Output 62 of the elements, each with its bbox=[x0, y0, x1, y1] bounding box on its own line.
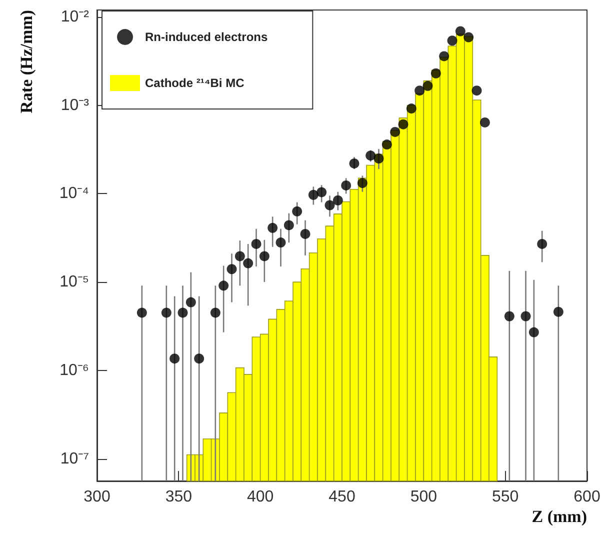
point bbox=[316, 187, 327, 198]
point bbox=[520, 311, 531, 322]
point bbox=[186, 297, 196, 308]
x-tick-label: 400 bbox=[246, 488, 274, 506]
point bbox=[480, 117, 490, 128]
y-tick-label: 10⁻⁷ bbox=[60, 450, 90, 468]
point bbox=[374, 154, 384, 164]
y-tick-label: 10⁻⁴ bbox=[59, 185, 90, 202]
point bbox=[292, 206, 302, 216]
point bbox=[366, 150, 376, 161]
point bbox=[528, 327, 539, 338]
point bbox=[243, 258, 254, 268]
point bbox=[414, 86, 425, 96]
point bbox=[178, 308, 188, 318]
point bbox=[170, 354, 180, 364]
legend-label: Cathode ²¹⁴Bi MC bbox=[145, 76, 245, 90]
point bbox=[430, 68, 441, 78]
x-tick-label: 600 bbox=[574, 488, 600, 506]
point bbox=[259, 251, 270, 262]
x-tick-label: 350 bbox=[165, 488, 192, 506]
point bbox=[455, 26, 466, 36]
point bbox=[406, 104, 416, 114]
point bbox=[161, 308, 172, 318]
y-tick-label: 10⁻² bbox=[60, 8, 90, 26]
y-axis-title: Rate (Hz/mm) bbox=[17, 10, 36, 114]
point bbox=[464, 32, 474, 42]
point bbox=[284, 220, 294, 230]
point bbox=[472, 86, 482, 96]
x-tick-label: 550 bbox=[492, 488, 519, 506]
y-tick-label: 10⁻⁵ bbox=[60, 274, 89, 291]
point bbox=[234, 251, 245, 262]
x-tick-label: 500 bbox=[410, 488, 438, 506]
point bbox=[136, 308, 147, 318]
point bbox=[439, 51, 450, 62]
point bbox=[308, 190, 318, 200]
point bbox=[268, 222, 278, 233]
y-tick-label: 10⁻³ bbox=[60, 96, 90, 114]
point bbox=[276, 238, 286, 248]
point bbox=[357, 178, 368, 188]
point bbox=[218, 280, 229, 291]
point bbox=[332, 195, 343, 206]
point bbox=[553, 306, 564, 317]
point bbox=[210, 308, 220, 318]
x-axis-title: Z (mm) bbox=[532, 507, 587, 526]
point bbox=[300, 228, 310, 239]
y-tick-label: 10⁻⁶ bbox=[60, 362, 89, 379]
legend-label: Rn-induced electrons bbox=[145, 30, 268, 44]
x-tick-label: 300 bbox=[84, 488, 110, 506]
point bbox=[504, 311, 514, 322]
point bbox=[422, 80, 433, 91]
point bbox=[226, 264, 237, 274]
point bbox=[398, 119, 408, 130]
x-tick-label: 450 bbox=[328, 488, 356, 506]
point bbox=[537, 238, 548, 249]
point bbox=[447, 36, 458, 46]
point bbox=[194, 354, 204, 364]
point bbox=[390, 126, 400, 137]
point bbox=[341, 180, 352, 190]
point bbox=[324, 200, 335, 210]
point bbox=[251, 238, 262, 249]
point bbox=[382, 140, 392, 150]
point bbox=[349, 158, 360, 168]
